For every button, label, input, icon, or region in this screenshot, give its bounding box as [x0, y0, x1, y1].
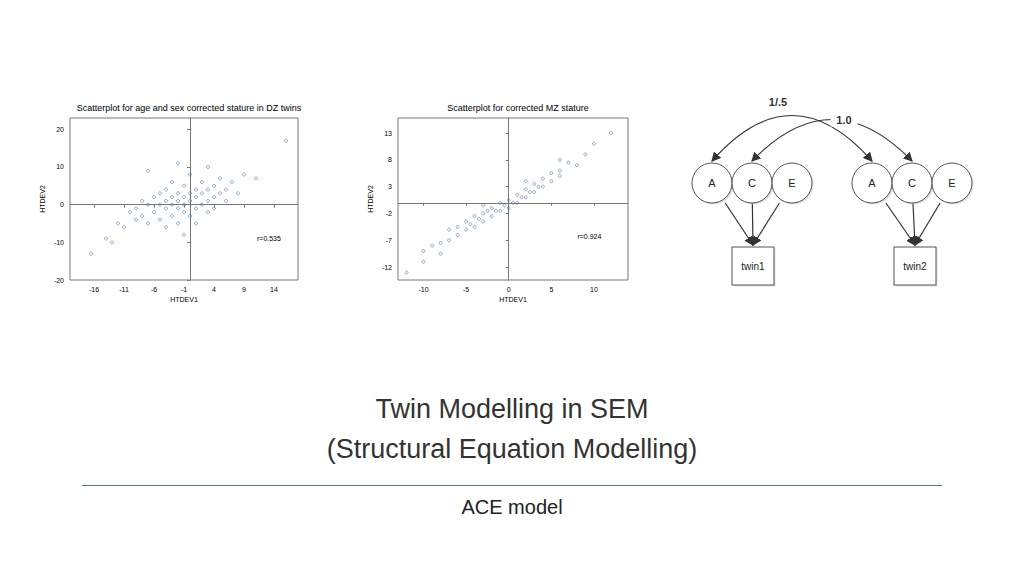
html-text:ACE model: ACE model — [461, 496, 563, 518]
svg-text:twin1: twin1 — [741, 261, 765, 272]
svg-text:A: A — [708, 177, 716, 189]
svg-text:twin2: twin2 — [903, 261, 927, 272]
svg-text:-2: -2 — [386, 210, 392, 217]
svg-text:-6: -6 — [151, 286, 157, 293]
svg-text:-12: -12 — [382, 264, 392, 271]
svg-text:r=0.924: r=0.924 — [577, 233, 601, 240]
svg-text:E: E — [948, 177, 955, 189]
svg-text:4: 4 — [212, 286, 216, 293]
html-text:Twin Modelling in SEM: Twin Modelling in SEM — [375, 394, 649, 424]
svg-text:10: 10 — [56, 163, 64, 170]
svg-text:E: E — [788, 177, 795, 189]
svg-text:C: C — [748, 177, 756, 189]
svg-text:3: 3 — [388, 183, 392, 190]
svg-text:-10: -10 — [54, 239, 64, 246]
svg-text:HTDEV2: HTDEV2 — [39, 185, 46, 213]
svg-text:HTDEV1: HTDEV1 — [170, 296, 198, 303]
svg-text:HTDEV1: HTDEV1 — [499, 296, 527, 303]
svg-text:8: 8 — [388, 156, 392, 163]
svg-text:-11: -11 — [119, 286, 129, 293]
html-text:(Structural Equation Modelling: (Structural Equation Modelling) — [326, 434, 698, 464]
svg-text:10: 10 — [590, 286, 598, 293]
svg-text:HTDEV2: HTDEV2 — [367, 185, 374, 213]
svg-text:0: 0 — [507, 286, 511, 293]
svg-text:20: 20 — [56, 126, 64, 133]
svg-text:-7: -7 — [386, 237, 392, 244]
svg-text:-16: -16 — [89, 286, 99, 293]
svg-text:-20: -20 — [54, 277, 64, 284]
svg-text:-5: -5 — [463, 286, 469, 293]
svg-text:0: 0 — [60, 201, 64, 208]
svg-text:-10: -10 — [418, 286, 428, 293]
svg-text:1.0: 1.0 — [836, 114, 851, 126]
svg-text:C: C — [908, 177, 916, 189]
svg-text:13: 13 — [384, 130, 392, 137]
svg-text:A: A — [868, 177, 876, 189]
svg-text:Scatterplot for corrected MZ s: Scatterplot for corrected MZ stature — [447, 103, 589, 113]
svg-text:r=0.535: r=0.535 — [257, 235, 281, 242]
svg-text:14: 14 — [270, 286, 278, 293]
svg-text:5: 5 — [549, 286, 553, 293]
svg-text:1/.5: 1/.5 — [769, 96, 787, 108]
svg-text:Scatterplot for age and sex co: Scatterplot for age and sex corrected st… — [77, 103, 302, 113]
svg-text:9: 9 — [242, 286, 246, 293]
svg-text:-1: -1 — [181, 286, 187, 293]
